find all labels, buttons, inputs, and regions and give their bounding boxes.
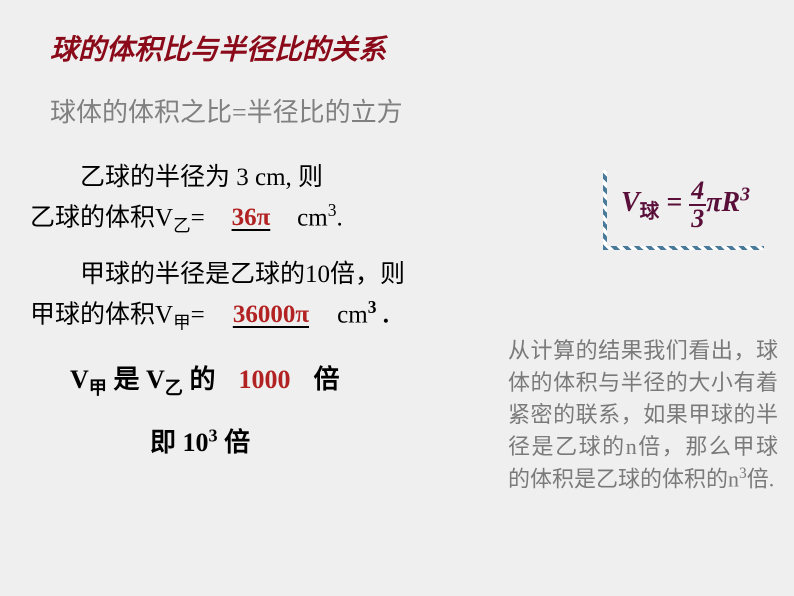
p1-eq: = bbox=[191, 204, 211, 231]
p1-end: . bbox=[336, 204, 342, 231]
ratio-suffix: 倍 bbox=[307, 365, 340, 394]
slide-subtitle: 球体的体积之比=半径比的立方 bbox=[50, 92, 774, 129]
concl-sup: 3 bbox=[209, 426, 218, 446]
p1-suffix: cm bbox=[291, 204, 328, 231]
problem-2: 甲球的半径是乙球的10倍，则 甲球的体积V甲= 36000π cm3 . bbox=[30, 256, 774, 335]
ratio-sub1: 甲 bbox=[89, 378, 107, 398]
formula-eq: = bbox=[659, 187, 689, 218]
p2-answer: 36000π bbox=[211, 296, 331, 334]
formula-num: 4 bbox=[689, 178, 706, 206]
ratio-mid: 是 V bbox=[107, 365, 165, 394]
formula-sub: 球 bbox=[640, 202, 660, 223]
slide: 球的体积比与半径比的关系 球体的体积之比=半径比的立方 V球 = 43πR3 乙… bbox=[0, 0, 794, 596]
formula-den: 3 bbox=[689, 206, 706, 232]
p2-line2: 甲球的体积V甲= 36000π cm3 . bbox=[30, 294, 774, 336]
p2-answer-text: 36000π bbox=[233, 301, 309, 328]
formula-pi: π bbox=[706, 187, 721, 218]
concl-suffix: 倍 bbox=[218, 428, 251, 457]
formula-box: V球 = 43πR3 bbox=[603, 170, 764, 250]
slide-title: 球的体积比与半径比的关系 bbox=[50, 28, 774, 68]
note-text: 从计算的结果我们看出，球体的体积与半径的大小有着紧密的联系，如果甲球的半径是乙球… bbox=[508, 338, 778, 491]
ratio-answer: 1000 bbox=[238, 365, 290, 395]
formula-V: V bbox=[621, 187, 640, 218]
formula-R: R bbox=[722, 187, 741, 218]
p1-answer-text: 36π bbox=[232, 204, 271, 231]
p2-suffix: cm bbox=[331, 301, 368, 328]
note-sup: 3 bbox=[739, 465, 747, 482]
side-note: 从计算的结果我们看出，球体的体积与半径的大小有着紧密的联系，如果甲球的半径是乙球… bbox=[508, 335, 778, 495]
p1-sub: 乙 bbox=[173, 215, 191, 235]
p2-end: . bbox=[376, 301, 389, 328]
concl-prefix: 即 10 bbox=[150, 428, 209, 457]
note-suffix: 倍. bbox=[747, 466, 775, 491]
p1-answer: 36π bbox=[211, 199, 291, 237]
ratio-V1: V bbox=[70, 365, 89, 394]
p1-prefix: 乙球的体积V bbox=[30, 204, 173, 231]
p2-line1: 甲球的半径是乙球的10倍，则 bbox=[30, 256, 774, 294]
ratio-mid2: 的 bbox=[183, 365, 222, 394]
ratio-sub2: 乙 bbox=[165, 378, 183, 398]
p2-sub: 甲 bbox=[173, 312, 191, 332]
ratio-answer-wrap: 1000 bbox=[222, 365, 307, 395]
formula-exp: 3 bbox=[740, 185, 750, 206]
p2-prefix: 甲球的体积V bbox=[30, 301, 173, 328]
formula-fraction: 43 bbox=[689, 178, 706, 232]
formula-content: V球 = 43πR3 bbox=[621, 187, 750, 218]
p2-eq: = bbox=[191, 301, 211, 328]
